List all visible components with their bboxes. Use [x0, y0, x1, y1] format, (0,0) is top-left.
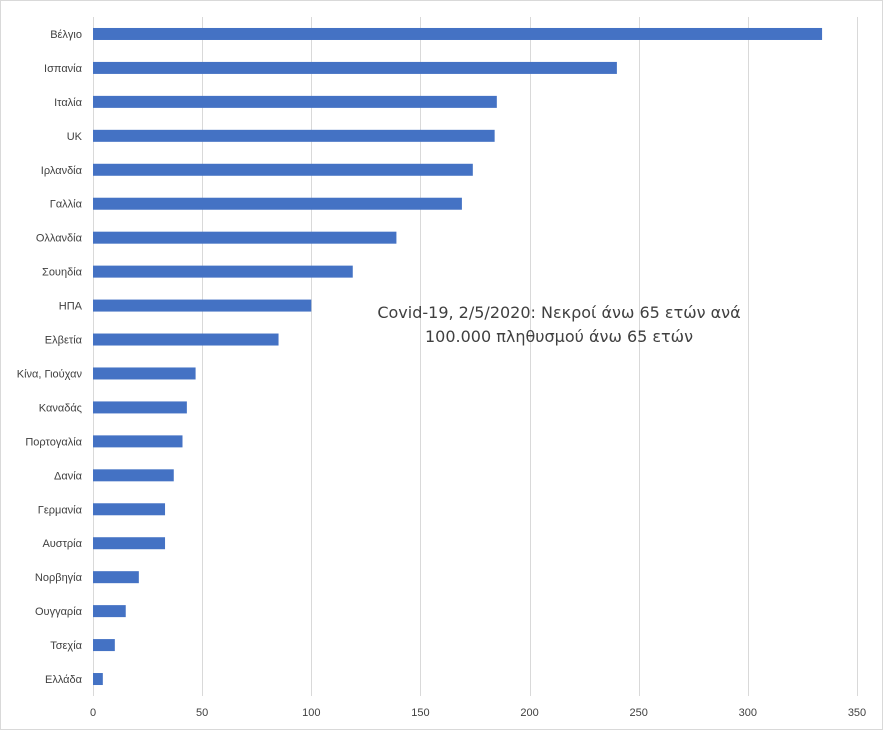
bar — [93, 469, 174, 482]
category-label: Ελβετία — [45, 335, 83, 347]
category-label: Πορτογαλία — [25, 436, 82, 448]
category-label: Ισπανία — [44, 63, 83, 75]
bar — [93, 673, 103, 686]
category-label: Καναδάς — [39, 402, 82, 414]
category-label: UK — [67, 131, 83, 143]
category-label: Κίνα, Γιούχαν — [17, 368, 83, 380]
bar — [93, 639, 115, 652]
bar — [93, 299, 312, 312]
chart-title: Covid-19, 2/5/2020: Νεκροί άνω 65 ετών α… — [377, 303, 740, 346]
category-label: Ελλάδα — [45, 674, 83, 686]
category-label: Αυστρία — [42, 538, 82, 550]
bars — [93, 27, 823, 686]
category-label: Δανία — [54, 470, 83, 482]
x-tick-label: 100 — [302, 707, 320, 719]
bar — [93, 367, 196, 380]
bar — [93, 197, 462, 210]
bar — [93, 435, 183, 448]
bar — [93, 401, 187, 414]
x-axis-tick-labels: 0 50 100 150 200 250 300 350 — [90, 707, 866, 719]
category-label: Ολλανδία — [36, 233, 83, 245]
bar — [93, 265, 353, 278]
bar — [93, 163, 473, 176]
x-tick-label: 0 — [90, 707, 96, 719]
bar — [93, 503, 166, 516]
bar — [93, 571, 139, 584]
bar — [93, 95, 497, 108]
bar — [93, 333, 279, 346]
chart-title-line-1: Covid-19, 2/5/2020: Νεκροί άνω 65 ετών α… — [377, 303, 740, 322]
category-label: Βέλγιο — [50, 29, 82, 41]
category-label: Γαλλία — [50, 199, 83, 211]
chart-title-line-2: 100.000 πληθυσμού άνω 65 ετών — [425, 327, 693, 346]
category-label: Γερμανία — [38, 504, 83, 516]
category-labels: Βέλγιο Ισπανία Ιταλία UK Ιρλανδία Γαλλία Ολλαν… — [17, 29, 83, 686]
category-label: Ιταλία — [54, 97, 83, 109]
category-label: Σουηδία — [42, 267, 83, 279]
x-tick-label: 200 — [520, 707, 538, 719]
x-tick-label: 350 — [848, 707, 866, 719]
bar — [93, 231, 397, 244]
bar — [93, 537, 166, 550]
x-tick-label: 150 — [411, 707, 429, 719]
category-label: Νορβηγία — [35, 572, 83, 584]
x-tick-label: 300 — [739, 707, 757, 719]
category-label: Ιρλανδία — [41, 165, 83, 177]
x-tick-label: 50 — [196, 707, 208, 719]
category-label: ΗΠΑ — [59, 301, 83, 313]
x-tick-label: 250 — [630, 707, 648, 719]
bar — [93, 605, 126, 618]
bar — [93, 129, 495, 142]
category-label: Ουγγαρία — [35, 606, 83, 618]
bar — [93, 61, 617, 74]
gridlines — [93, 17, 858, 696]
category-label: Τσεχία — [50, 640, 82, 652]
bar — [93, 27, 823, 40]
